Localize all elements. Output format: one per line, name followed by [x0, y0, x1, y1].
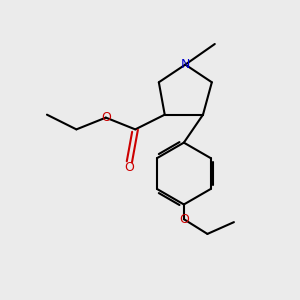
Text: O: O — [124, 160, 134, 174]
Text: N: N — [181, 58, 190, 71]
Text: O: O — [101, 111, 111, 124]
Text: O: O — [179, 213, 189, 226]
